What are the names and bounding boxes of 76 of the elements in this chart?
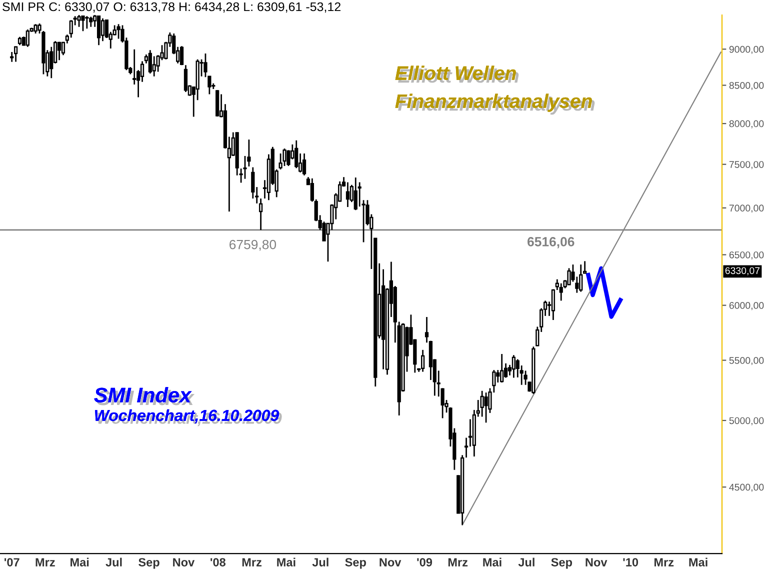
y-tick-label: 9000,00 <box>729 46 764 54</box>
candlestick <box>69 19 73 38</box>
x-tick-label: Sep <box>345 558 366 569</box>
candlestick <box>579 264 583 292</box>
candlestick <box>559 282 563 302</box>
x-tick-label: Mrz <box>36 558 55 566</box>
x-tick-label: Sep <box>138 558 160 569</box>
x-tick-label: Mai <box>277 558 296 566</box>
candlestick <box>500 353 504 384</box>
x-tick-label: Jul <box>312 558 328 566</box>
x-tick-label: Mai <box>70 558 89 566</box>
annotation: Finanzmarktanalysen <box>395 94 595 115</box>
y-tick-label: 8000,00 <box>729 120 764 128</box>
x-tick-label: Mai <box>483 558 502 566</box>
candlestick <box>421 349 425 372</box>
candlestick <box>512 354 516 378</box>
x-tick-label: Nov <box>586 558 608 566</box>
y-tick-label: 8500,00 <box>729 82 764 90</box>
candlestick <box>77 15 81 28</box>
candlestick <box>14 46 18 62</box>
candlestick <box>496 369 500 384</box>
y-tick-label: 4500,00 <box>729 484 764 492</box>
line-series <box>586 266 622 319</box>
candlestick <box>132 48 136 86</box>
ref-line-label: 6759,80 <box>230 240 276 251</box>
x-tick-label: '09 <box>417 558 432 566</box>
candlestick <box>116 23 120 40</box>
candlestick <box>358 182 362 208</box>
x-tick-label: Mrz <box>654 558 674 566</box>
candlestick <box>26 28 30 48</box>
x-tick-label: Mai <box>689 558 708 566</box>
candlestick <box>152 56 156 78</box>
candlestick <box>294 140 298 169</box>
x-tick-label: '10 <box>623 558 638 566</box>
y-tick-label: 5000,00 <box>729 417 764 426</box>
candlestick <box>148 49 152 74</box>
candlestick <box>85 15 89 30</box>
x-tick-label: Nov <box>173 558 195 566</box>
candlestick <box>282 148 286 167</box>
x-tick-label: Jul <box>106 558 122 566</box>
x-tick-label: Sep <box>551 558 572 569</box>
x-tick-label: Mrz <box>448 558 468 566</box>
candlestick <box>243 155 247 180</box>
annotation: Elliott Wellen <box>395 66 519 83</box>
candlestick <box>575 276 579 294</box>
candlestick <box>96 15 101 46</box>
candlestick <box>346 182 350 208</box>
x-tick-label: Mrz <box>242 558 262 566</box>
candlestick <box>89 16 93 28</box>
candlestick <box>567 268 571 286</box>
y-tick-label: 7500,00 <box>729 161 764 170</box>
text: 6330,07 <box>725 267 760 276</box>
candlestick <box>484 392 488 424</box>
annotation: 6516,06 <box>528 237 574 248</box>
candlestick <box>302 152 306 176</box>
candlestick <box>34 23 38 34</box>
candlestick <box>100 18 105 42</box>
candlestick <box>354 176 358 211</box>
x-tick-label: Nov <box>380 558 402 566</box>
candlestick <box>81 15 85 32</box>
annotation: Wochenchart,16.10.2009 <box>95 409 282 426</box>
x-tick-label: '07 <box>4 558 20 566</box>
x-tick-label: '08 <box>210 558 226 566</box>
candlestick <box>278 152 282 170</box>
y-tick-label: 5500,00 <box>729 357 764 366</box>
candlestick <box>184 64 188 93</box>
chart-title: SMI PR C: 6330,07 O: 6313,78 H: 6434,28 L: 6309,61 -53,12 <box>2 2 340 13</box>
candlestick <box>468 418 472 448</box>
candlestick <box>180 45 184 66</box>
x-tick-label: Jul <box>518 558 534 566</box>
y-tick-label: 6500,00 <box>729 251 764 260</box>
y-tick-label: 6000,00 <box>729 302 764 310</box>
y-tick-label: 7000,00 <box>729 204 764 213</box>
candlestick <box>251 166 255 200</box>
candlestick <box>57 41 62 61</box>
annotation: SMI Index <box>94 387 195 406</box>
